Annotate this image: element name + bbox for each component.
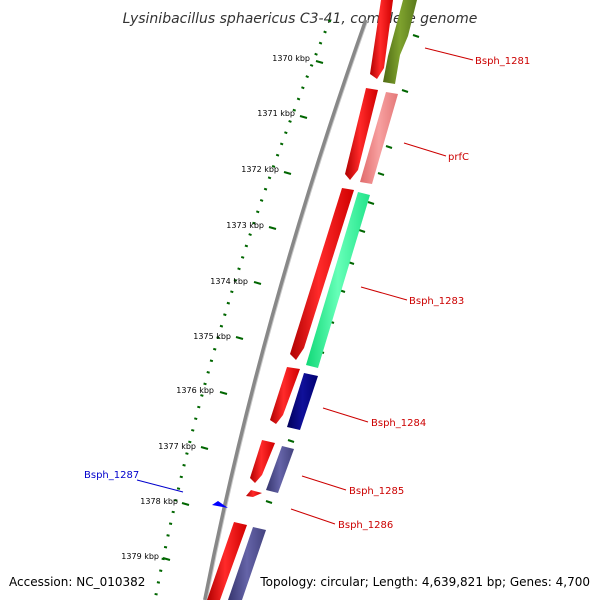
tick-mark: [162, 557, 171, 561]
tick-label: 1372 kbp: [241, 165, 279, 174]
cds-arrow[interactable]: [207, 522, 247, 600]
tick-label: 1375 kbp: [193, 332, 231, 341]
tick-mark: [200, 446, 209, 450]
leader-lines: [136, 47, 474, 525]
topology-text: Topology: circular; Length: 4,639,821 bp…: [259, 575, 590, 589]
tick-mark: [235, 336, 244, 340]
gene-label[interactable]: Bsph_1285: [349, 486, 404, 497]
gene-label[interactable]: Bsph_1284: [371, 418, 426, 429]
cds-arrow[interactable]: [290, 188, 354, 360]
gene-bsph-1287[interactable]: [212, 501, 228, 508]
tick-mark: [315, 60, 324, 64]
gene-label[interactable]: Bsph_1287: [84, 470, 139, 481]
tick-mark: [253, 281, 262, 285]
gene-bsph-1285[interactable]: [266, 446, 294, 493]
gene-label[interactable]: prfC: [448, 152, 469, 163]
gene-label[interactable]: Bsph_1281: [475, 56, 530, 67]
gene-bsph-1281[interactable]: [383, 0, 417, 84]
tick-label: 1371 kbp: [257, 109, 295, 118]
accession-text: Accession: NC_010382: [9, 575, 145, 589]
tick-label: 1377 kbp: [158, 442, 196, 451]
tick-label: 1379 kbp: [121, 552, 159, 561]
backbone-highlight: [206, 19, 369, 600]
kbp-tick-labels: 1370 kbp 1371 kbp 1372 kbp 1373 kbp 1374…: [121, 54, 310, 561]
cds-arrow[interactable]: [246, 490, 262, 497]
cds-arrow[interactable]: [250, 440, 275, 483]
gene-bsph-1286[interactable]: [228, 527, 266, 600]
cds-arrow[interactable]: [370, 0, 393, 79]
gene-label[interactable]: Bsph_1283: [409, 296, 464, 307]
gene-prfc[interactable]: [360, 92, 398, 184]
kbp-ticks: [162, 60, 324, 561]
gene-track: [228, 0, 417, 600]
tick-mark: [181, 502, 190, 506]
tick-label: 1378 kbp: [140, 497, 178, 506]
gene-bsph-1283[interactable]: [306, 192, 370, 368]
tick-mark: [268, 226, 277, 230]
tick-label: 1374 kbp: [210, 277, 248, 286]
map-title: Lysinibacillus sphaericus C3-41, complet…: [123, 11, 478, 27]
backbone: [203, 19, 368, 600]
tick-label: 1373 kbp: [226, 221, 264, 230]
tick-label: 1370 kbp: [272, 54, 310, 63]
cds-arrow[interactable]: [345, 88, 378, 180]
tick-mark: [299, 115, 308, 119]
gene-bsph-1284[interactable]: [287, 373, 318, 430]
tick-label: 1376 kbp: [176, 386, 214, 395]
gene-label[interactable]: Bsph_1286: [338, 520, 393, 531]
cds-arrow[interactable]: [270, 367, 300, 424]
cds-track: [207, 0, 393, 600]
tick-mark: [283, 171, 292, 175]
tick-mark: [219, 391, 228, 395]
